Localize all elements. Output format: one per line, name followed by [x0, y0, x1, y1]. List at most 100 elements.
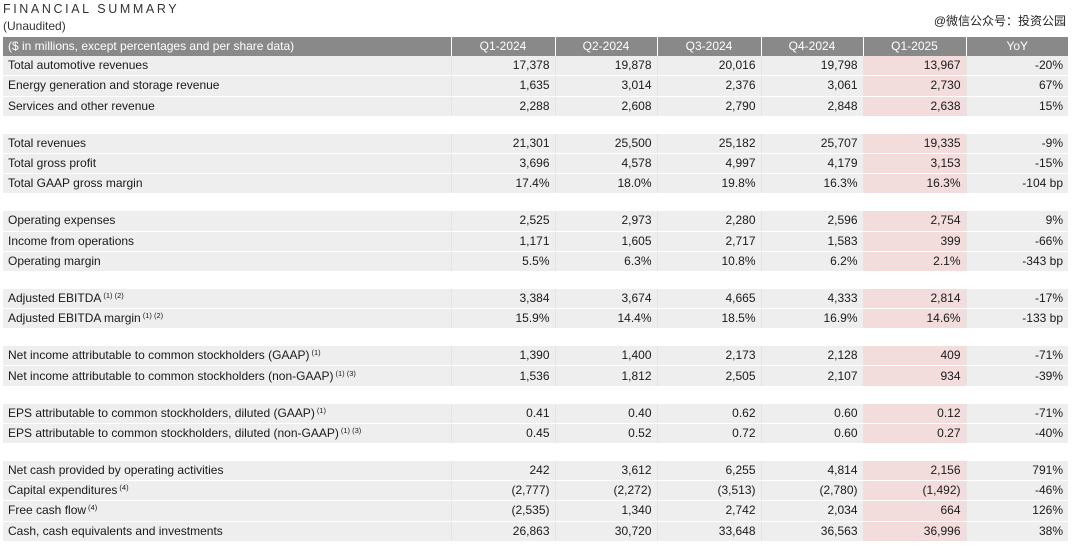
value-cell: 2,107	[761, 365, 864, 387]
spacer-cell	[3, 116, 1068, 134]
value-cell: 2,790	[657, 96, 762, 117]
value-cell: (2,780)	[761, 480, 864, 502]
table-row: Net income attributable to common stockh…	[3, 365, 1068, 387]
footnote-marker: (1)	[316, 405, 326, 415]
group-spacer	[3, 193, 1068, 212]
group-spacer	[3, 271, 1068, 289]
table-row: Income from operations 1,171 1,605 2,717 1,5…	[3, 231, 1068, 252]
value-cell: 3,153	[863, 153, 967, 175]
value-cell: 2,848	[761, 96, 864, 117]
table-row: Capital expenditures (4) (2,777) (2,272) (3,…	[3, 480, 1068, 502]
value-cell: 4,333	[761, 288, 864, 310]
value-cell: 1,583	[761, 231, 864, 252]
value-cell: (2,272)	[555, 480, 658, 502]
footnote-marker: (1) (3)	[340, 425, 362, 435]
value-cell: 3,612	[555, 461, 658, 482]
value-cell: 38%	[966, 521, 1068, 542]
value-cell: 399	[863, 231, 967, 252]
value-cell: 67%	[966, 75, 1068, 97]
value-cell: 9%	[966, 211, 1068, 232]
table-row: Services and other revenue 2,288 2,608 2,79…	[3, 96, 1068, 117]
value-cell: 3,384	[451, 288, 556, 310]
spacer-cell	[3, 443, 1068, 461]
value-cell: 1,340	[555, 500, 658, 522]
value-cell: 2,973	[555, 211, 658, 232]
value-cell: 2,505	[657, 365, 762, 387]
column-header-q4-2024: Q4-2024	[761, 37, 864, 57]
row-label-text: Operating expenses	[8, 213, 116, 228]
value-cell: 19,335	[863, 133, 967, 154]
row-label: Total revenues	[3, 133, 452, 154]
value-cell: 17.4%	[451, 173, 556, 195]
value-cell: 934	[863, 365, 967, 387]
footnote-marker: (4)	[119, 483, 129, 493]
column-header-q2-2024: Q2-2024	[555, 37, 658, 57]
value-cell: -39%	[966, 365, 1068, 387]
row-label-text: Adjusted EBITDA	[8, 290, 102, 305]
value-cell: 1,605	[555, 231, 658, 252]
value-cell: 26,863	[451, 521, 556, 542]
value-cell: 6,255	[657, 461, 762, 482]
row-label-text: Services and other revenue	[8, 98, 155, 113]
row-label-text: Net cash provided by operating activitie…	[8, 463, 224, 478]
value-cell: 20,016	[657, 56, 762, 77]
column-header-q1-2024: Q1-2024	[451, 37, 556, 57]
value-cell: (1,492)	[863, 480, 967, 502]
value-cell: 18.5%	[657, 308, 762, 330]
value-cell: 2,280	[657, 211, 762, 232]
row-label-text: EPS attributable to common stockholders,…	[8, 425, 339, 440]
group-spacer	[3, 116, 1068, 134]
row-label-text: Net income attributable to common stockh…	[8, 368, 334, 383]
value-cell: 0.12	[863, 403, 967, 424]
table-row: Total gross profit 3,696 4,578 4,997 4,179 3,…	[3, 153, 1068, 175]
table-row: Operating expenses 2,525 2,973 2,280 2,596 2,…	[3, 211, 1068, 232]
value-cell: 2,596	[761, 211, 864, 232]
value-cell: 242	[451, 461, 556, 482]
value-cell: 1,171	[451, 231, 556, 252]
value-cell: 21,301	[451, 133, 556, 154]
value-cell: -9%	[966, 133, 1068, 154]
value-cell: 16.3%	[863, 173, 967, 195]
value-cell: 2,525	[451, 211, 556, 232]
value-cell: 0.45	[451, 423, 556, 445]
column-header-description: ($ in millions, except percentages and p…	[3, 37, 452, 57]
table-row: Operating margin 5.5% 6.3% 10.8% 6.2% 2.1% -34…	[3, 251, 1068, 272]
table-row: Net income attributable to common stockh…	[3, 346, 1068, 367]
value-cell: 13,967	[863, 56, 967, 77]
value-cell: 4,665	[657, 288, 762, 310]
value-cell: -20%	[966, 56, 1068, 77]
value-cell: 1,812	[555, 365, 658, 387]
value-cell: 2,376	[657, 75, 762, 97]
row-label: Adjusted EBITDA (1) (2)	[3, 288, 452, 310]
value-cell: 2,638	[863, 96, 967, 117]
value-cell: 2,128	[761, 346, 864, 367]
row-label-text: Total gross profit	[8, 156, 97, 171]
value-cell: 6.2%	[761, 251, 864, 272]
row-label-text: Adjusted EBITDA margin	[8, 311, 141, 326]
value-cell: 14.4%	[555, 308, 658, 330]
row-label-text: Cash, cash equivalents and investments	[8, 523, 223, 538]
spacer-cell	[3, 328, 1068, 347]
value-cell: (3,513)	[657, 480, 762, 502]
table-row: EPS attributable to common stockholders,…	[3, 403, 1068, 424]
value-cell: -343 bp	[966, 251, 1068, 272]
group-spacer	[3, 443, 1068, 461]
value-cell: 10.8%	[657, 251, 762, 272]
row-label: Operating margin	[3, 251, 452, 272]
value-cell: 2,742	[657, 500, 762, 522]
value-cell: 0.52	[555, 423, 658, 445]
value-cell: 0.60	[761, 403, 864, 424]
group-spacer	[3, 328, 1068, 347]
row-label: EPS attributable to common stockholders,…	[3, 423, 452, 445]
row-label-text: Income from operations	[8, 233, 135, 248]
value-cell: 3,014	[555, 75, 658, 97]
table-row: Cash, cash equivalents and investments 26…	[3, 521, 1068, 542]
row-label: Total GAAP gross margin	[3, 173, 452, 195]
table-row: Total GAAP gross margin 17.4% 18.0% 19.8% 16…	[3, 173, 1068, 195]
table-row: Net cash provided by operating activitie…	[3, 461, 1068, 482]
value-cell: 1,536	[451, 365, 556, 387]
value-cell: 0.62	[657, 403, 762, 424]
value-cell: 19.8%	[657, 173, 762, 195]
value-cell: 3,696	[451, 153, 556, 175]
value-cell: 1,390	[451, 346, 556, 367]
